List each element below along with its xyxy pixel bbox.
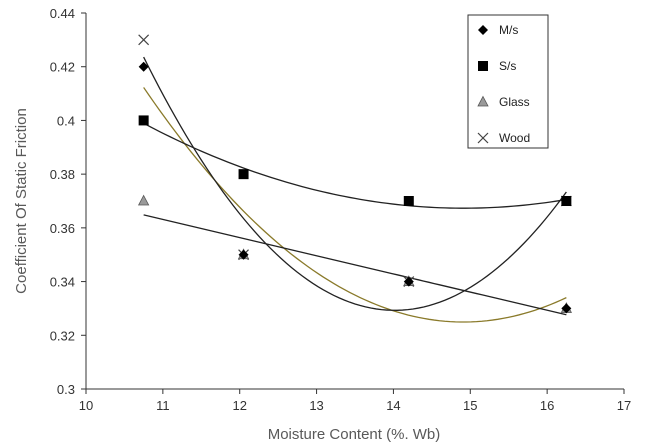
y-tick-label: 0.42: [50, 60, 75, 75]
tick-labels: 10 11 12 13 14 15 16 17 0.3 0.32 0.34 0.36 0.38 0.4 0.…: [50, 6, 632, 413]
cross-stroke: [138, 34, 150, 46]
x-tick-label: 10: [79, 398, 93, 413]
ss-data-point: [561, 196, 572, 206]
y-tick-label: 0.34: [50, 275, 75, 290]
x-tick-label: 16: [540, 398, 554, 413]
ms-data-point: [403, 276, 414, 287]
trendlines: [143, 56, 567, 323]
x-tick-label: 13: [309, 398, 323, 413]
ss-trendline: [143, 122, 567, 209]
x-tick-label: 11: [156, 398, 170, 413]
y-tick-label: 0.4: [57, 113, 75, 128]
y-tick-label: 0.44: [50, 6, 75, 21]
x-tick-label: 14: [386, 398, 400, 413]
glass-data-point: [137, 194, 150, 206]
legend-ss-marker: [478, 61, 488, 71]
ms-data-point: [561, 303, 572, 314]
x-tick-label: 17: [617, 398, 631, 413]
y-tick-label: 0.32: [50, 328, 75, 343]
legend-ss-label: S/s: [499, 59, 516, 73]
y-tick-label: 0.38: [50, 167, 75, 182]
glass-trendline: [143, 214, 567, 316]
x-tick-label: 12: [232, 398, 246, 413]
legend-wood-label: Wood: [499, 131, 530, 145]
legend-glass-marker: [477, 95, 489, 107]
ss-data-point: [138, 115, 149, 126]
x-tick-label: 15: [463, 398, 477, 413]
y-tick-label: 0.36: [50, 221, 75, 236]
legend-ms-marker: [478, 25, 488, 35]
ms-data-point: [138, 61, 149, 72]
wood-data-point: [138, 34, 150, 46]
legend-glass-label: Glass: [499, 95, 530, 109]
wood-trendline: [143, 56, 567, 311]
ss-data-point: [238, 169, 249, 180]
data-points: [137, 34, 573, 314]
y-axis-title: Coefficient Of Static Friction: [13, 108, 30, 294]
legend-ms-label: M/s: [499, 23, 518, 37]
ms-data-point: [238, 249, 249, 260]
x-axis-title: Moisture Content (%. Wb): [268, 426, 441, 443]
legend-wood-marker: [477, 132, 489, 144]
y-tick-label: 0.3: [57, 382, 75, 397]
cross-stroke: [477, 132, 489, 144]
axes: [81, 12, 625, 394]
ss-data-point: [403, 196, 414, 206]
legend: M/s S/s Glass Wood: [467, 14, 549, 149]
legend-box: [467, 14, 549, 149]
